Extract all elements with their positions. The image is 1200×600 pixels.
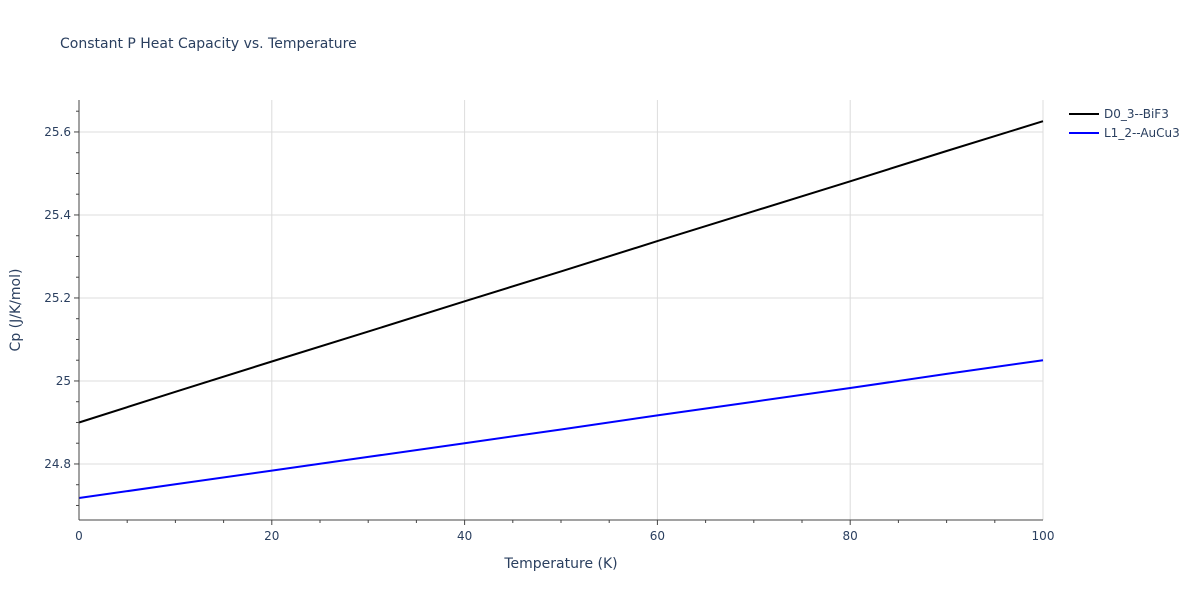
series-layer — [78, 120, 1044, 499]
axis-layer: 0 20 40 60 80 100 24.8 25 25.2 25.4 25.6 — [44, 100, 1054, 543]
chart-title: Constant P Heat Capacity vs. Temperature — [60, 36, 357, 52]
y-tick-label: 25.4 — [44, 208, 71, 222]
x-tick-label: 60 — [650, 529, 665, 543]
x-axis-title: Temperature (K) — [503, 556, 617, 572]
grid-layer — [79, 100, 1044, 520]
x-tick-label: 100 — [1032, 529, 1055, 543]
y-axis-title: Cp (J/K/mol) — [8, 269, 24, 352]
series-line-2 — [78, 359, 1044, 499]
y-tick-label: 25 — [56, 374, 71, 388]
x-tick-label: 20 — [264, 529, 279, 543]
y-tick-label: 25.2 — [44, 291, 71, 305]
x-tick-label: 0 — [75, 529, 83, 543]
legend-label-1: D0_3--BiF3 — [1104, 107, 1169, 121]
x-tick-label: 80 — [843, 529, 858, 543]
series-line-1 — [78, 120, 1044, 424]
y-tick-label: 24.8 — [44, 457, 71, 471]
legend-label-2: L1_2--AuCu3 — [1104, 126, 1180, 140]
x-tick-label: 40 — [457, 529, 472, 543]
legend[interactable]: D0_3--BiF3 L1_2--AuCu3 — [1069, 107, 1180, 140]
y-tick-label: 25.6 — [44, 125, 71, 139]
